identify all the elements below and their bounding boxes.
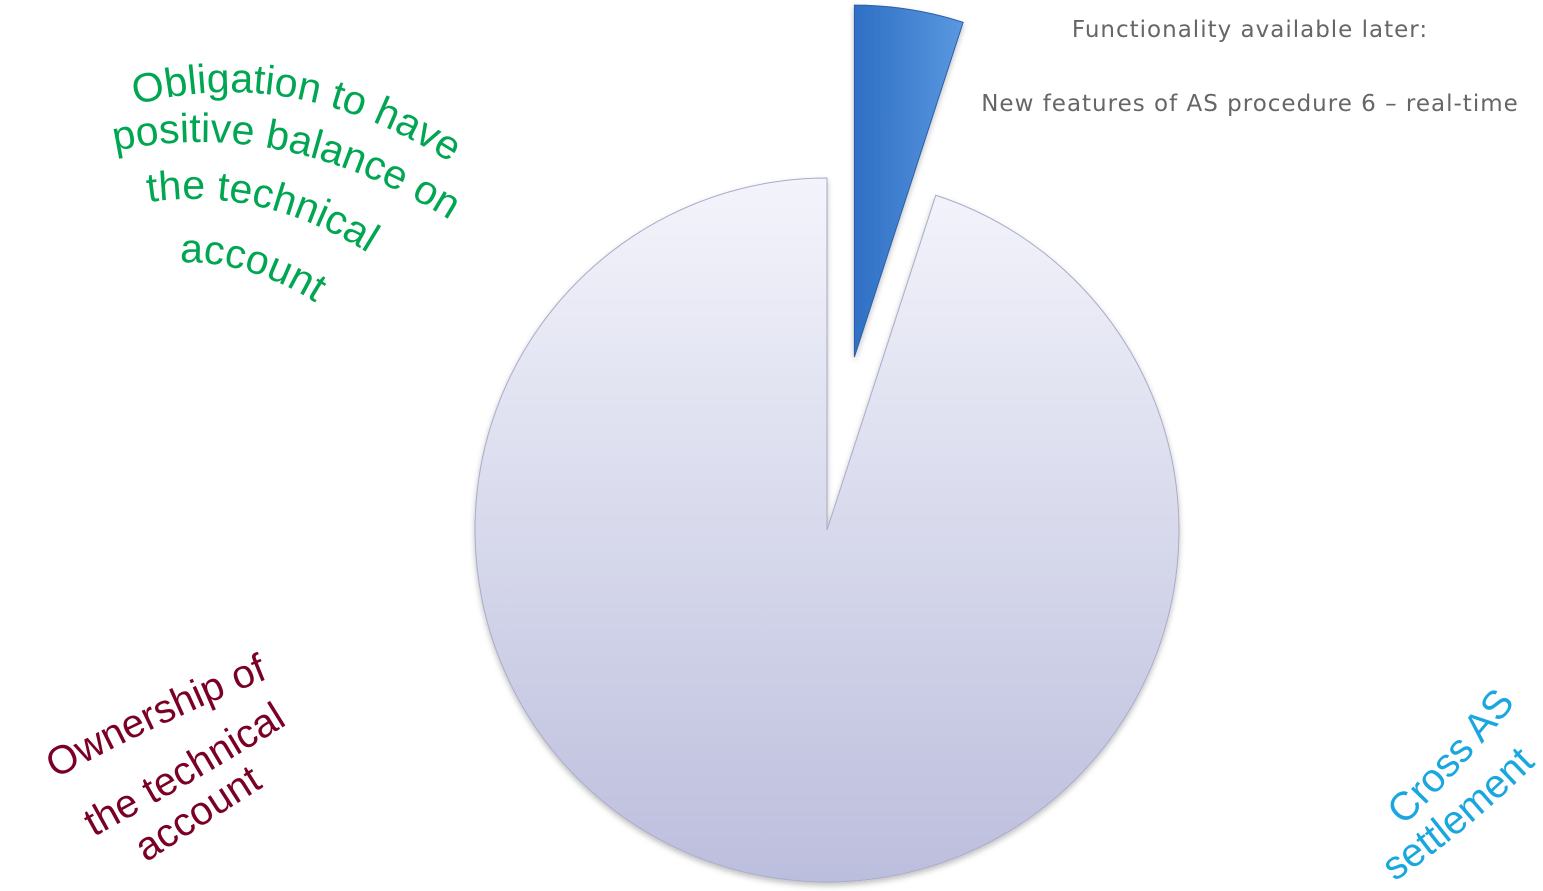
- pie-slices: [474, 4, 1180, 883]
- later-functionality-detail: New features of AS procedure 6 – real-ti…: [981, 91, 1519, 117]
- later-functionality-title: Functionality available later:: [1071, 17, 1429, 43]
- curved-label-cross: Cross AS settlement: [1374, 681, 1542, 889]
- curved-label-obligation: Obligation to have positive balance on t…: [108, 55, 470, 311]
- pie-slice-later-functionality: [853, 4, 964, 358]
- obligation-line-4: account: [180, 225, 336, 310]
- pie-slice-main: [474, 177, 1180, 883]
- curved-label-ownership: Ownership of the technical account: [39, 646, 293, 871]
